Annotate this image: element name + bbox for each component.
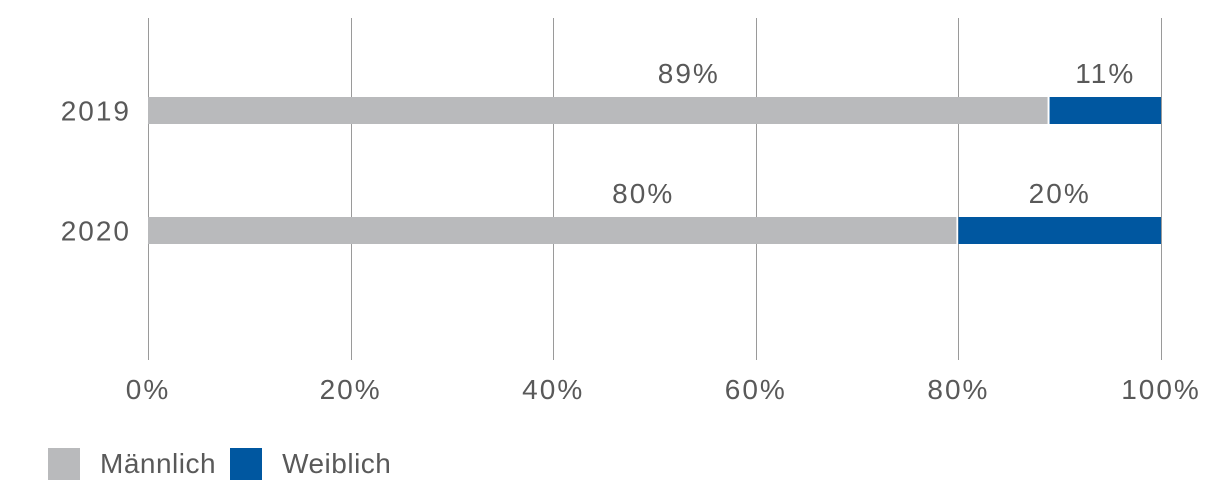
bar-male-2020 [148, 217, 957, 244]
legend: Männlich Weiblich [48, 448, 405, 480]
x-tick-label-40: 40% [522, 374, 584, 405]
x-tick-label-100: 100% [1121, 374, 1201, 405]
legend-item-male: Männlich [48, 448, 216, 480]
category-label-2020: 2020 [61, 216, 131, 247]
bar-male-2019 [148, 97, 1048, 124]
bar-female-2019 [1049, 97, 1161, 124]
x-tick-label-80: 80% [927, 374, 989, 405]
y-axis-categories: 2019 2020 [61, 96, 131, 247]
data-label-female-2020: 20% [1029, 178, 1091, 209]
legend-swatch-male [48, 448, 80, 480]
bars [148, 97, 1161, 244]
legend-label-male: Männlich [100, 448, 217, 479]
x-tick-label-60: 60% [725, 374, 787, 405]
legend-swatch-female [230, 448, 263, 480]
x-tick-label-0: 0% [126, 374, 170, 405]
data-label-male-2019: 89% [658, 58, 720, 89]
x-tick-label-20: 20% [320, 374, 382, 405]
bar-female-2020 [958, 217, 1161, 244]
legend-item-female: Weiblich [230, 448, 391, 480]
category-label-2019: 2019 [61, 96, 131, 127]
legend-label-female: Weiblich [282, 448, 392, 479]
data-label-female-2019: 11% [1075, 58, 1135, 89]
data-labels: 89% 11% 80% 20% [612, 58, 1135, 209]
gridlines [148, 18, 1162, 360]
x-axis-ticks: 0% 20% 40% 60% 80% 100% [126, 374, 1201, 405]
data-label-male-2020: 80% [612, 178, 674, 209]
